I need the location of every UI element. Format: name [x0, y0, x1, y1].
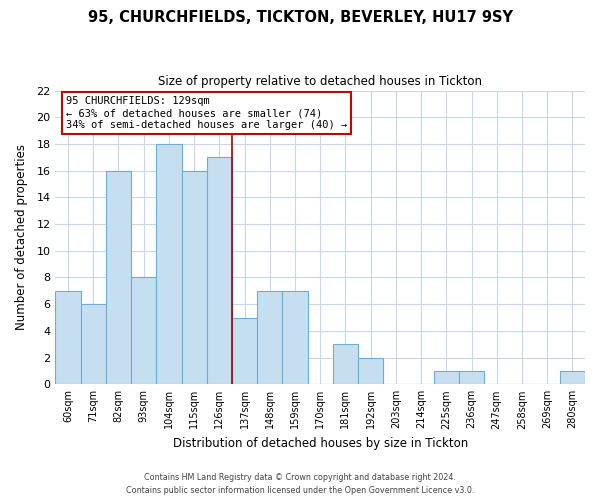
- Text: 95, CHURCHFIELDS, TICKTON, BEVERLEY, HU17 9SY: 95, CHURCHFIELDS, TICKTON, BEVERLEY, HU1…: [88, 10, 512, 25]
- Bar: [459, 371, 484, 384]
- Bar: [131, 278, 157, 384]
- Y-axis label: Number of detached properties: Number of detached properties: [15, 144, 28, 330]
- Bar: [232, 318, 257, 384]
- Bar: [182, 170, 207, 384]
- Bar: [157, 144, 182, 384]
- Bar: [333, 344, 358, 385]
- Bar: [560, 371, 585, 384]
- Text: Contains HM Land Registry data © Crown copyright and database right 2024.
Contai: Contains HM Land Registry data © Crown c…: [126, 474, 474, 495]
- Bar: [358, 358, 383, 384]
- Bar: [434, 371, 459, 384]
- Bar: [80, 304, 106, 384]
- Bar: [257, 291, 283, 384]
- Title: Size of property relative to detached houses in Tickton: Size of property relative to detached ho…: [158, 75, 482, 88]
- X-axis label: Distribution of detached houses by size in Tickton: Distribution of detached houses by size …: [173, 437, 468, 450]
- Bar: [106, 170, 131, 384]
- Bar: [55, 291, 80, 384]
- Text: 95 CHURCHFIELDS: 129sqm
← 63% of detached houses are smaller (74)
34% of semi-de: 95 CHURCHFIELDS: 129sqm ← 63% of detache…: [66, 96, 347, 130]
- Bar: [283, 291, 308, 384]
- Bar: [207, 158, 232, 384]
